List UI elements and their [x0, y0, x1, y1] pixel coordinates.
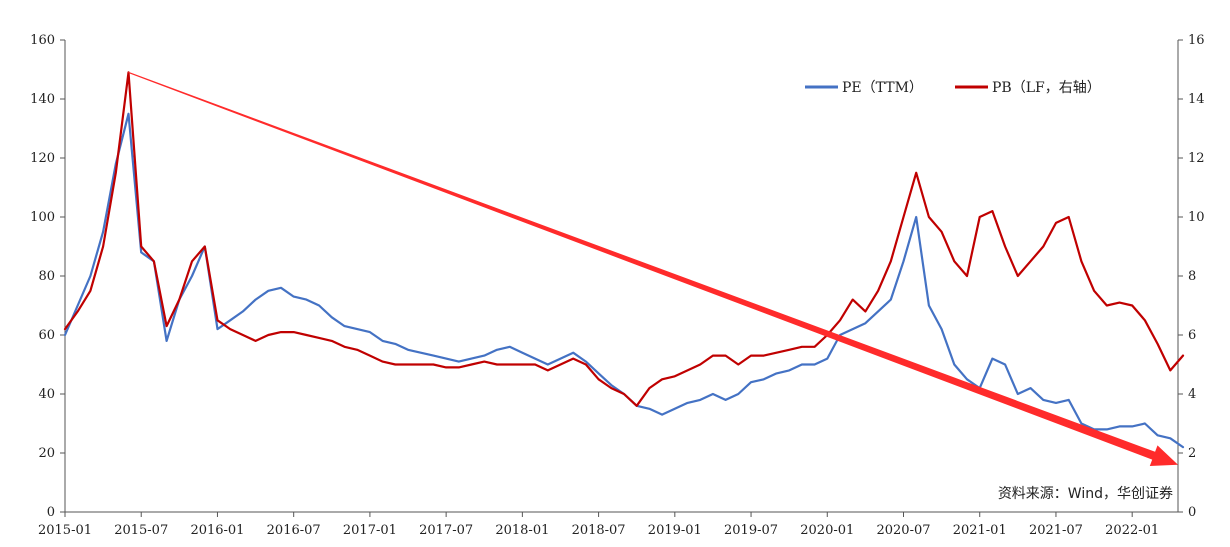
right-axis-ticks: 0 2 4 6 8 10 12 14 16: [1178, 33, 1205, 520]
left-tick-label: 20: [38, 446, 55, 461]
right-tick-label: 6: [1188, 328, 1196, 343]
series-lines: [63, 71, 1185, 449]
right-tick-label: 8: [1188, 269, 1196, 284]
x-tick-label: 2016-07: [267, 523, 321, 538]
right-tick-label: 12: [1188, 151, 1205, 166]
x-tick-label: 2021-07: [1029, 523, 1083, 538]
left-tick-label: 100: [30, 210, 55, 225]
x-axis-ticks: 2015-01 2015-07 2016-01 2016-07 2017-01 2017-…: [38, 512, 1159, 538]
x-tick-label: 2017-01: [343, 523, 397, 538]
x-tick-label: 2020-07: [876, 523, 930, 538]
x-tick-label: 2021-01: [953, 523, 1007, 538]
x-tick-label: 2018-07: [572, 523, 626, 538]
legend: PE（TTM） PB（LF，右轴）: [805, 80, 1101, 96]
x-tick-label: 2019-01: [648, 523, 702, 538]
left-tick-label: 140: [30, 92, 55, 107]
right-tick-label: 16: [1188, 33, 1205, 48]
x-tick-label: 2020-01: [800, 523, 854, 538]
right-tick-label: 0: [1188, 505, 1196, 520]
left-tick-label: 0: [47, 505, 55, 520]
legend-label-pb: PB（LF，右轴）: [992, 80, 1101, 96]
right-tick-label: 14: [1188, 92, 1205, 107]
x-tick-label: 2015-07: [114, 523, 168, 538]
left-tick-label: 60: [38, 328, 55, 343]
right-tick-label: 2: [1188, 446, 1196, 461]
left-tick-label: 120: [30, 151, 55, 166]
x-tick-label: 2015-01: [38, 523, 92, 538]
series-line-pb: [63, 71, 1185, 407]
trend-arrow-annotation: [128, 71, 1178, 467]
x-tick-label: 2016-01: [190, 523, 244, 538]
left-tick-label: 80: [38, 269, 55, 284]
x-tick-label: 2018-01: [495, 523, 549, 538]
right-tick-label: 4: [1188, 387, 1196, 402]
right-tick-label: 10: [1188, 210, 1205, 225]
x-tick-label: 2017-07: [419, 523, 473, 538]
x-tick-label: 2019-07: [724, 523, 778, 538]
left-tick-label: 160: [30, 33, 55, 48]
x-tick-label: 2022-01: [1105, 523, 1159, 538]
trend-arrow: [128, 71, 1178, 467]
legend-label-pe: PE（TTM）: [842, 80, 923, 96]
series-line-pe: [63, 112, 1185, 449]
left-tick-label: 40: [38, 387, 55, 402]
left-axis-ticks: 0 20 40 60 80 100 120 140 160: [30, 33, 65, 520]
source-note: 资料来源：Wind，华创证券: [998, 486, 1173, 502]
